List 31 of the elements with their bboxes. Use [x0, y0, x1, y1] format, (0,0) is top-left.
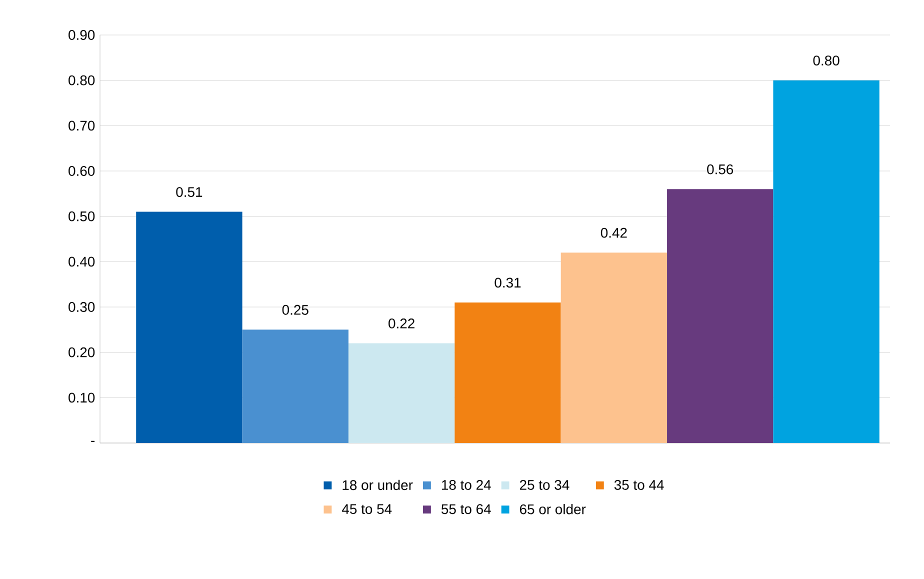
bar — [560, 252, 668, 443]
legend-label: 35 to 44 — [614, 480, 664, 490]
legend-label: 45 to 54 — [342, 504, 392, 514]
legend-label: 18 or under — [342, 480, 413, 490]
legend-label: 65 or older — [520, 504, 586, 514]
data-label: 0.80 — [813, 56, 840, 66]
bar — [454, 302, 561, 443]
y-tick-label: - — [91, 440, 95, 442]
y-tick-label: 0.20 — [68, 347, 95, 358]
y-tick-label: 0.40 — [68, 256, 95, 267]
bar — [242, 330, 348, 443]
data-label: 0.42 — [600, 228, 627, 238]
legend-label: 55 to 64 — [441, 504, 491, 514]
data-label: 0.22 — [388, 318, 414, 328]
y-tick-label: 0.70 — [68, 120, 95, 131]
data-label: 0.56 — [707, 164, 734, 174]
bar — [773, 80, 880, 443]
legend-label: 18 to 24 — [442, 480, 491, 490]
y-tick-label: 0.50 — [68, 211, 95, 222]
legend-label: 25 to 34 — [520, 480, 570, 490]
bar — [136, 212, 242, 443]
data-label: 0.51 — [176, 187, 202, 197]
y-tick-label: 0.10 — [68, 392, 95, 403]
data-label: 0.31 — [494, 278, 521, 288]
y-tick-label: 0.60 — [68, 166, 95, 176]
y-tick-label: 0.30 — [68, 302, 95, 312]
y-tick-label: 0.90 — [68, 30, 95, 40]
bar — [348, 343, 455, 443]
data-label: 0.25 — [282, 304, 308, 315]
y-tick-label: 0.80 — [68, 75, 95, 86]
bar — [667, 189, 774, 443]
